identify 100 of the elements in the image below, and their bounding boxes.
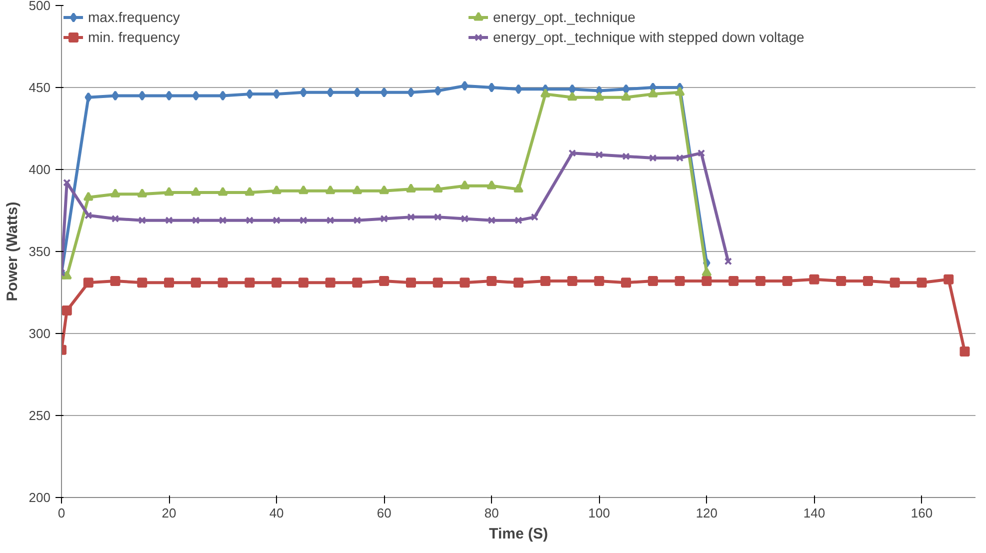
point — [138, 90, 146, 101]
point — [190, 186, 201, 196]
point — [432, 278, 443, 288]
point — [514, 84, 522, 94]
point — [83, 278, 94, 288]
point — [567, 92, 578, 101]
point — [648, 276, 658, 286]
point — [63, 178, 71, 186]
point — [246, 89, 254, 100]
x-tick-label: 20 — [162, 506, 176, 520]
point — [137, 188, 148, 198]
point — [83, 192, 94, 201]
point — [192, 216, 200, 224]
point — [432, 184, 443, 192]
point — [461, 80, 468, 91]
point — [434, 213, 442, 221]
point — [809, 274, 820, 284]
y-tick-label: 400 — [28, 162, 51, 177]
y-axis-title: Power (Watts) — [4, 202, 21, 302]
point — [702, 267, 712, 276]
point — [110, 276, 120, 286]
point — [568, 149, 576, 157]
x-tick-label: 80 — [484, 506, 499, 520]
point — [218, 278, 228, 288]
y-tick-label: 250 — [28, 408, 51, 423]
point — [486, 180, 497, 190]
point — [460, 278, 470, 288]
point — [244, 278, 255, 288]
point — [648, 88, 658, 98]
point — [219, 90, 226, 101]
point — [62, 270, 72, 280]
y-tick-label: 300 — [28, 326, 51, 341]
point — [326, 216, 334, 224]
point — [379, 276, 390, 286]
point — [755, 276, 766, 286]
x-tick-label: 160 — [910, 506, 933, 520]
y-tick-label: 450 — [28, 80, 51, 95]
point — [164, 278, 174, 288]
point — [862, 276, 873, 286]
x-tick-label: 140 — [803, 506, 826, 520]
point — [890, 278, 900, 288]
point — [298, 278, 308, 288]
point — [960, 346, 970, 357]
point — [164, 186, 174, 196]
point — [244, 186, 255, 196]
point — [460, 214, 469, 223]
point — [782, 276, 792, 286]
point — [272, 216, 280, 224]
point — [272, 278, 282, 288]
point — [676, 154, 684, 162]
point — [488, 82, 496, 92]
legend-label: energy_opt._technique with stepped down voltage — [493, 29, 806, 45]
point — [300, 216, 308, 224]
point — [192, 90, 200, 101]
point — [272, 185, 282, 194]
point — [218, 216, 227, 224]
point — [621, 278, 632, 288]
point — [595, 150, 603, 159]
point — [594, 92, 604, 101]
point — [380, 214, 388, 223]
point — [138, 216, 146, 224]
point — [728, 276, 739, 286]
point — [218, 186, 228, 196]
point — [702, 276, 712, 286]
x-tick-label: 120 — [696, 506, 718, 520]
point — [622, 152, 630, 160]
point — [62, 306, 72, 316]
x-axis-title: Time (S) — [489, 526, 548, 542]
point — [622, 84, 630, 94]
point — [540, 88, 550, 98]
legend-label: max.frequency — [88, 9, 181, 25]
point — [540, 276, 550, 286]
point — [137, 278, 148, 288]
point — [514, 184, 524, 192]
point — [674, 86, 685, 96]
point — [407, 213, 415, 221]
point — [165, 90, 173, 101]
x-tick-label: 60 — [376, 506, 392, 520]
point — [434, 86, 442, 96]
point — [352, 185, 362, 194]
y-tick-label: 200 — [28, 490, 51, 505]
point — [836, 276, 846, 286]
point — [594, 276, 604, 286]
point — [110, 188, 120, 198]
point — [407, 87, 415, 98]
point — [353, 216, 362, 224]
point — [514, 216, 522, 224]
point — [380, 87, 388, 98]
point — [325, 278, 336, 288]
legend-label: min. frequency — [88, 29, 181, 45]
point — [674, 276, 685, 286]
point — [352, 278, 362, 288]
x-tick-label: 40 — [269, 506, 284, 520]
point — [111, 214, 120, 223]
point — [246, 216, 254, 224]
point — [354, 87, 361, 98]
point — [298, 185, 308, 194]
point — [568, 84, 576, 94]
legend-label: energy_opt._technique — [493, 9, 636, 25]
point — [697, 149, 706, 157]
